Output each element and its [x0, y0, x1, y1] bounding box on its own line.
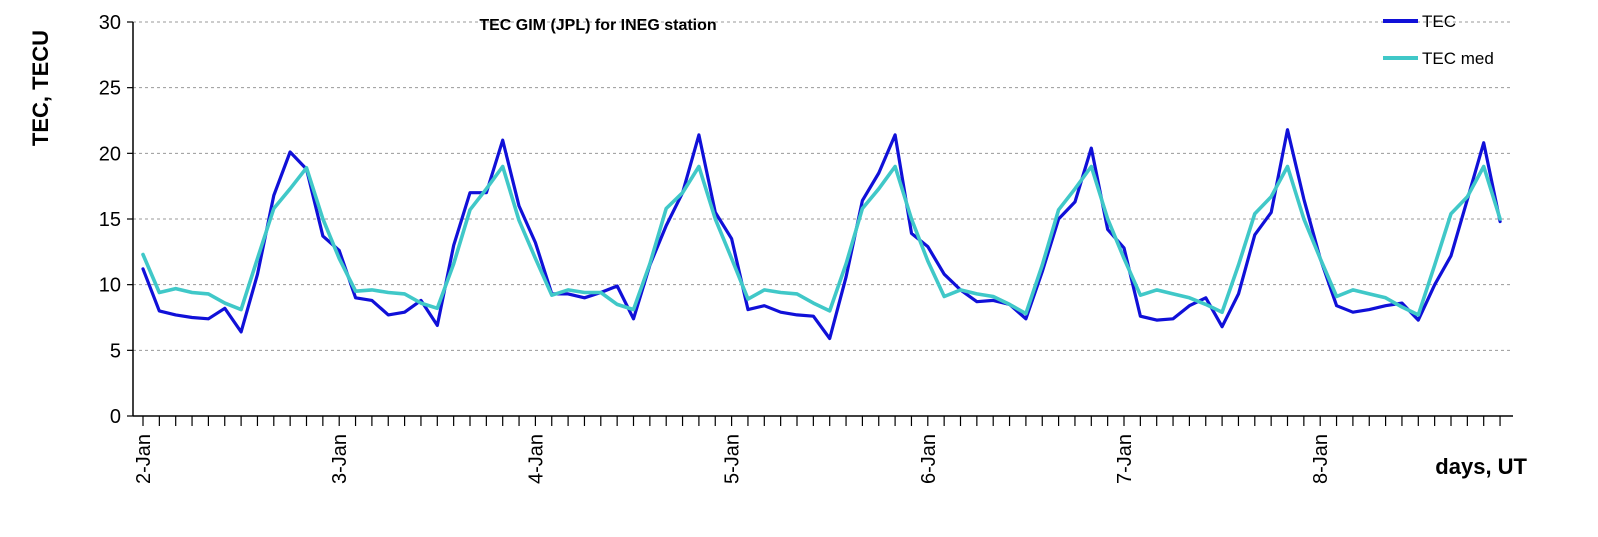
axes: 0 5 10 15 20 25 30 2-Jan 3-Jan 4-Jan 5-Jan 6-Jan 7-J… — [99, 12, 1513, 484]
y-tick-label: 5 — [110, 340, 121, 362]
x-tick-label: 2-Jan — [133, 434, 155, 484]
x-tick-label: 5-Jan — [722, 434, 744, 484]
y-tick-label: 10 — [99, 275, 121, 297]
series-line-tec — [141, 128, 1502, 341]
legend: TEC TEC med — [1383, 12, 1494, 68]
y-tick-label: 15 — [99, 209, 121, 231]
y-tick-label: 30 — [99, 12, 121, 34]
x-tick-label: 6-Jan — [918, 434, 940, 484]
series-line-tec-med — [141, 164, 1502, 317]
y-tick-label: 0 — [110, 406, 121, 428]
x-axis-title: days, UT — [1435, 454, 1527, 479]
x-tick-label: 4-Jan — [525, 434, 547, 484]
legend-label-tec-med: TEC med — [1422, 49, 1494, 68]
x-tick-label: 7-Jan — [1114, 434, 1136, 484]
y-tick-label: 25 — [99, 78, 121, 100]
x-tick-label: 3-Jan — [329, 434, 351, 484]
y-tick-label: 20 — [99, 143, 121, 165]
legend-label-tec: TEC — [1422, 12, 1456, 31]
series-lines — [141, 128, 1502, 341]
chart-title: TEC GIM (JPL) for INEG station — [479, 17, 716, 34]
y-axis-title: TEC, TECU — [28, 30, 53, 146]
grid-lines — [133, 21, 1513, 351]
x-tick-label: 8-Jan — [1310, 434, 1332, 484]
